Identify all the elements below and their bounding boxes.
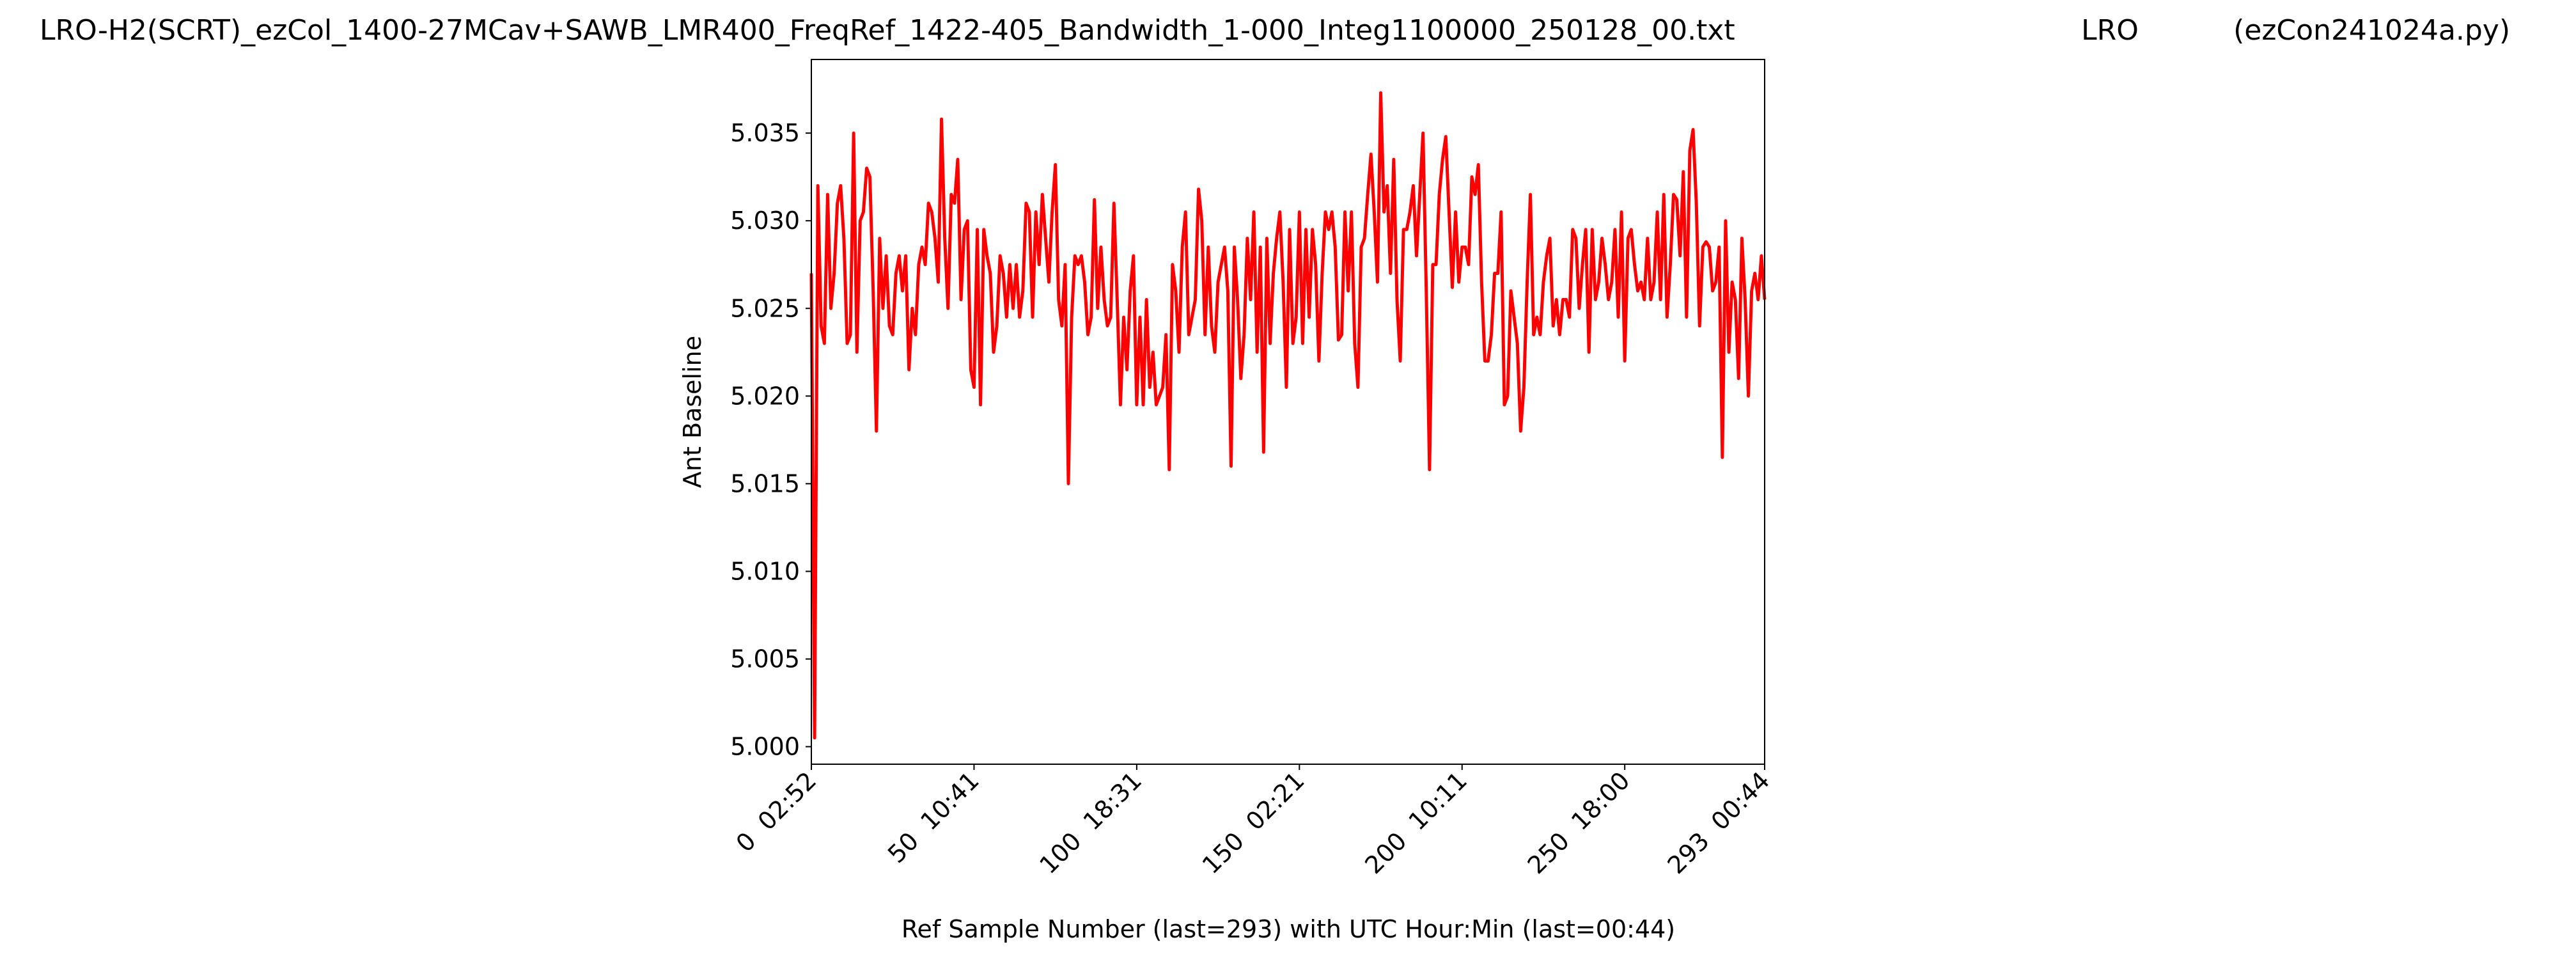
x-tick-label: 250 18:00: [1522, 766, 1635, 879]
x-tick-label: 293 00:44: [1662, 766, 1775, 879]
x-tick-label: 50 10:41: [882, 766, 985, 868]
x-tick-label: 150 02:21: [1197, 766, 1310, 879]
annotation: LRO: [2081, 14, 2139, 47]
x-tick-label: 200 10:11: [1359, 766, 1472, 879]
chart-title: LRO-H2(SCRT)_ezCol_1400-27MCav+SAWB_LMR4…: [40, 14, 1735, 47]
annotation: (ezCon241024a.py): [2233, 14, 2510, 47]
data-line: [809, 91, 1767, 740]
y-tick-label: 5.020: [730, 382, 800, 410]
y-tick-label: 5.005: [730, 645, 800, 673]
y-tick-label: 5.000: [730, 733, 800, 761]
y-tick-label: 5.025: [730, 294, 800, 322]
x-tick-label: 100 18:31: [1034, 766, 1147, 879]
y-tick-label: 5.015: [730, 469, 800, 498]
plot-frame: [811, 59, 1765, 765]
y-axis-label: Ant Baseline: [678, 336, 706, 488]
y-tick-label: 5.035: [730, 119, 800, 147]
x-tick-label: 0 02:52: [731, 766, 822, 858]
y-tick-label: 5.010: [730, 557, 800, 585]
x-axis-label: Ref Sample Number (last=293) with UTC Ho…: [902, 915, 1675, 943]
y-tick-label: 5.030: [730, 207, 800, 235]
